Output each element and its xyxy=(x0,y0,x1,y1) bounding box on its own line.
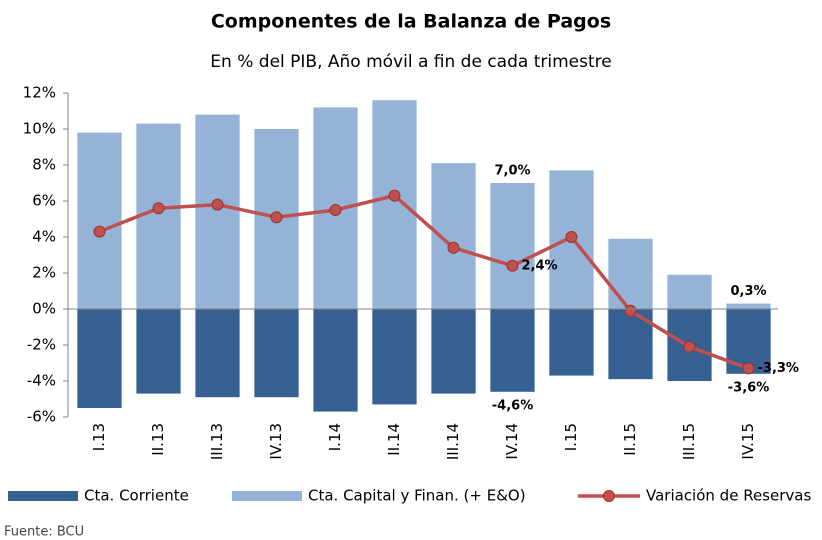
y-tick-label: 4% xyxy=(32,228,56,246)
x-tick-label: II.14 xyxy=(385,423,403,456)
legend-label: Cta. Corriente xyxy=(84,487,189,505)
marker xyxy=(624,304,637,317)
y-tick-label: 6% xyxy=(32,192,56,210)
x-tick-label: III.13 xyxy=(208,423,226,460)
bar xyxy=(608,238,653,309)
x-tick-label: IV.15 xyxy=(739,423,757,460)
bar xyxy=(313,309,358,412)
legend-label: Cta. Capital y Finan. (+ E&O) xyxy=(308,487,526,505)
value-label: -3,6% xyxy=(728,380,769,395)
y-tick-label: 12% xyxy=(23,84,56,102)
marker xyxy=(683,340,696,353)
bar xyxy=(77,309,122,408)
legend-swatch xyxy=(8,491,78,501)
x-tick-label: II.15 xyxy=(621,423,639,456)
chart-title: Componentes de la Balanza de Pagos xyxy=(211,11,611,33)
marker xyxy=(506,259,519,272)
bar xyxy=(254,309,299,398)
bar xyxy=(726,303,771,309)
x-tick-label: I.14 xyxy=(326,423,344,451)
marker xyxy=(270,211,283,224)
bar xyxy=(195,114,240,309)
bar xyxy=(549,309,594,376)
value-label: 2,4% xyxy=(522,258,558,273)
bar xyxy=(490,183,535,309)
marker xyxy=(742,362,755,375)
value-label: -3,3% xyxy=(758,361,799,376)
legend-swatch xyxy=(603,490,615,502)
x-tick-label: III.15 xyxy=(680,423,698,460)
value-label: 0,3% xyxy=(730,284,766,299)
bar xyxy=(136,309,181,394)
marker xyxy=(211,198,224,211)
y-tick-label: -4% xyxy=(27,372,56,390)
marker xyxy=(93,225,106,238)
marker xyxy=(388,189,401,202)
source: Fuente: BCU xyxy=(4,525,84,540)
y-tick-label: -2% xyxy=(27,336,56,354)
bar xyxy=(667,274,712,309)
marker xyxy=(565,231,578,243)
marker xyxy=(447,241,460,254)
value-label: 7,0% xyxy=(494,164,530,179)
y-tick-label: 10% xyxy=(23,120,56,138)
marker xyxy=(329,204,342,216)
chart-subtitle: En % del PIB, Año móvil a fin de cada tr… xyxy=(210,52,611,72)
bar xyxy=(195,309,240,398)
y-tick-label: 2% xyxy=(32,264,56,282)
y-tick-label: -6% xyxy=(27,408,56,426)
x-tick-label: IV.14 xyxy=(503,423,521,460)
y-tick-label: 8% xyxy=(32,156,56,174)
bar xyxy=(431,309,476,394)
bar xyxy=(136,123,181,309)
line xyxy=(98,193,750,371)
x-tick-label: II.13 xyxy=(149,423,167,456)
x-tick-label: III.14 xyxy=(444,423,462,460)
y-tick-label: 0% xyxy=(32,300,56,318)
legend-swatch xyxy=(232,491,302,501)
bar xyxy=(372,100,417,309)
value-label: -4,6% xyxy=(492,398,533,413)
bar xyxy=(372,309,417,405)
x-tick-label: IV.13 xyxy=(267,423,285,460)
x-tick-label: I.13 xyxy=(90,423,108,451)
legend-label: Variación de Reservas xyxy=(646,487,811,505)
bar xyxy=(490,309,535,392)
marker xyxy=(152,202,165,215)
x-tick-label: I.15 xyxy=(562,423,580,451)
bar xyxy=(77,132,122,309)
